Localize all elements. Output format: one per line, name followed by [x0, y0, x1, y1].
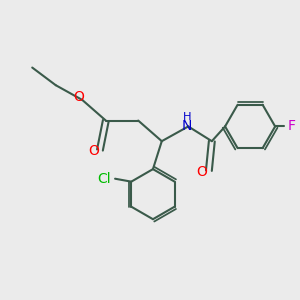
Text: N: N: [182, 119, 192, 134]
Text: O: O: [88, 145, 99, 158]
Text: F: F: [287, 119, 295, 134]
Text: H: H: [182, 112, 191, 122]
Text: Cl: Cl: [97, 172, 111, 186]
Text: O: O: [73, 90, 84, 104]
Text: O: O: [196, 165, 207, 179]
